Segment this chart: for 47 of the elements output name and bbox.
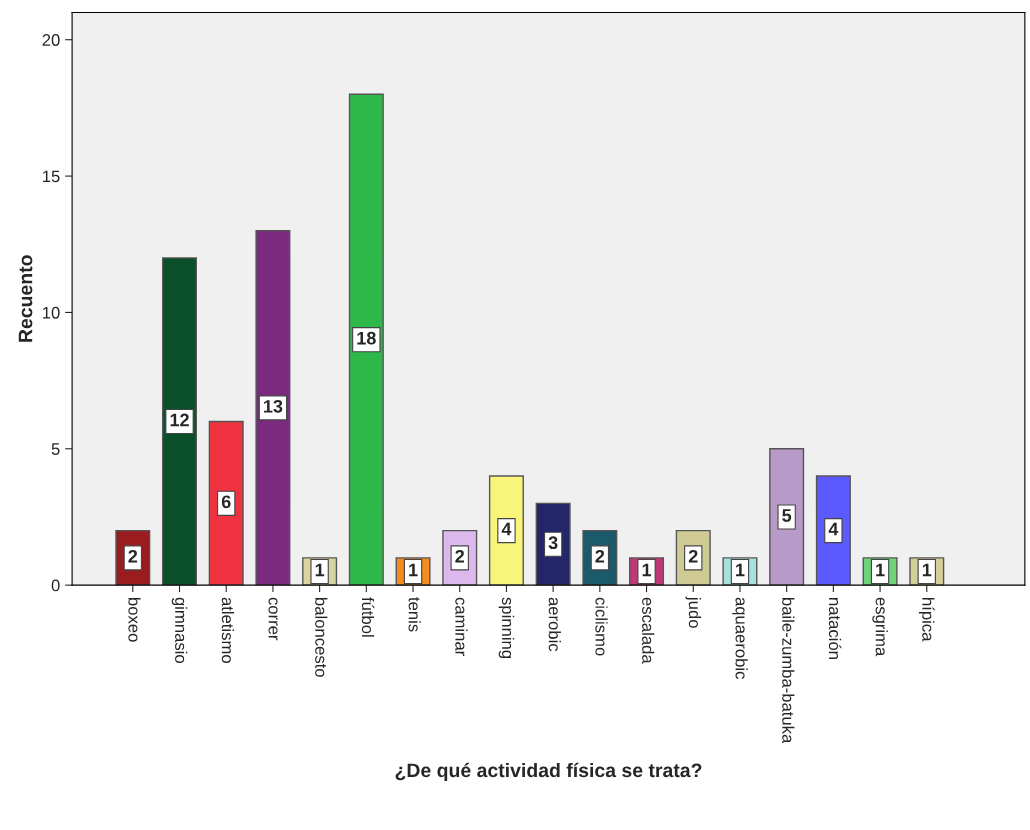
bar — [348, 93, 384, 586]
x-tick-label: ciclismo — [595, 597, 608, 656]
x-tick-label: esgrima — [872, 597, 888, 657]
x-tick-label: boxeo — [128, 598, 141, 642]
bar — [162, 257, 198, 586]
x-tick-label: spinning — [498, 597, 515, 658]
x-tick-label: baloncesto — [315, 598, 328, 677]
data-label: 1 — [315, 563, 325, 577]
x-tick-label: atletismo — [221, 597, 234, 663]
x-tick-label: fútbol — [361, 597, 375, 637]
y-tick-label: 5 — [51, 443, 60, 455]
y-tick-label: 0 — [51, 579, 60, 592]
data-label: 1 — [736, 563, 745, 577]
data-label: 6 — [221, 495, 231, 509]
data-label: 2 — [455, 549, 465, 563]
x-tick-label: baile-zumba-batuka — [782, 598, 795, 744]
x-tick-label: correr — [268, 597, 278, 641]
data-label: 3 — [548, 536, 558, 550]
data-label: 12 — [170, 413, 189, 427]
data-label: 2 — [688, 549, 698, 563]
data-label: 1 — [922, 563, 932, 577]
x-tick-label: judo — [685, 596, 702, 628]
data-label: 1 — [409, 563, 418, 577]
x-axis-title: ¿De qué actividad física se trata? — [395, 762, 702, 782]
x-tick-label: tenis — [408, 597, 421, 632]
y-tick-label: 20 — [42, 34, 60, 46]
data-label: 4 — [828, 522, 839, 536]
y-axis-title: Recuento — [18, 255, 33, 342]
data-label: 5 — [782, 509, 792, 522]
bar — [255, 229, 291, 586]
y-tick-label: 10 — [43, 306, 60, 319]
x-tick-label: gimnasio — [171, 597, 188, 663]
x-tick-label: aquaerobic — [732, 597, 748, 679]
data-label: 2 — [595, 549, 605, 563]
data-label: 18 — [357, 331, 376, 345]
bar — [208, 420, 244, 586]
data-label: 1 — [876, 563, 885, 577]
x-tick-label: escalada — [642, 597, 655, 664]
x-tick-label: hípica — [918, 598, 935, 642]
x-tick-label: aerobic — [548, 597, 561, 652]
data-label: 13 — [264, 399, 283, 413]
y-tick-label: 15 — [43, 170, 60, 183]
data-label: 2 — [128, 549, 138, 563]
data-label: 1 — [642, 563, 652, 577]
x-tick-label: caminar — [455, 597, 468, 656]
data-label: 4 — [501, 522, 512, 536]
x-tick-label: natación — [828, 598, 842, 659]
